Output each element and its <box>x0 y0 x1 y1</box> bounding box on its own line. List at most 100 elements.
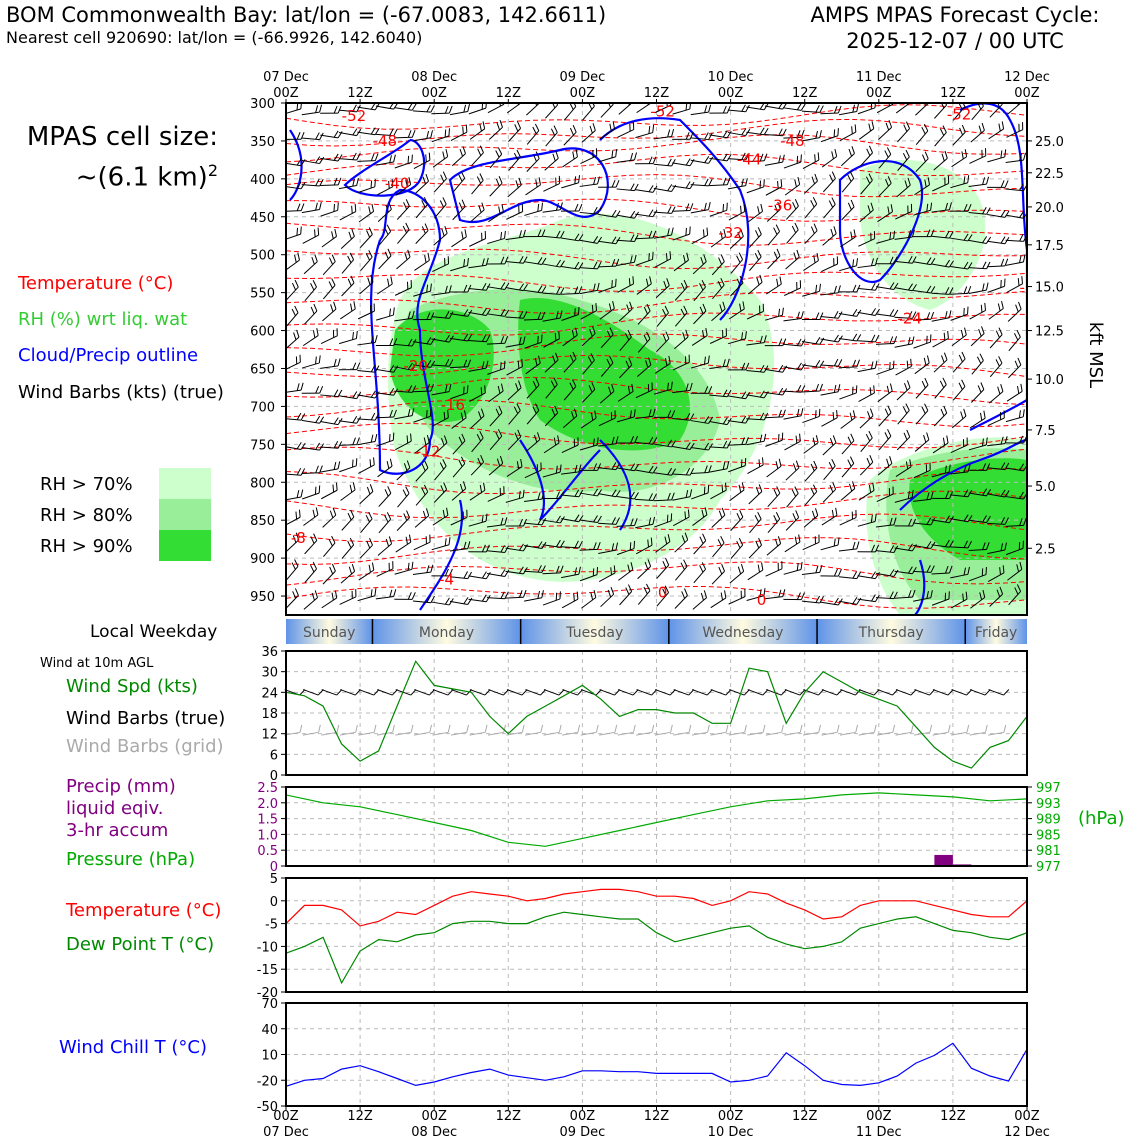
wind-barb-641 <box>303 507 319 526</box>
surface-barb-true <box>636 689 658 696</box>
pressure-tick-2: 400 <box>250 173 275 188</box>
wind-barb-564 <box>358 457 375 474</box>
wind-barb-293 <box>524 285 547 294</box>
wind-barb-421 <box>672 354 690 371</box>
wind-barb-518 <box>987 410 1005 426</box>
wind-barb-447 <box>412 383 435 393</box>
wind-barb-672 <box>876 517 897 528</box>
wind-barb-775 <box>561 591 579 609</box>
wind-barb-448 <box>431 384 452 396</box>
precip-ytick-0: 0 <box>270 860 278 875</box>
surface-barb-true <box>932 689 954 696</box>
wind-barb-687 <box>413 534 431 551</box>
wind-barb-216 <box>579 236 603 244</box>
wind-barb-177 <box>598 209 621 218</box>
wind-barb-8 <box>431 105 453 115</box>
wind-barb-431 <box>857 360 878 373</box>
station-title: BOM Commonwealth Bay: lat/lon = (-67.008… <box>6 3 607 27</box>
cloud-outline-5 <box>419 499 463 611</box>
dewpoint-line <box>285 911 1028 985</box>
wind-barb-133 <box>525 177 541 196</box>
wind-barb-593 <box>895 459 912 478</box>
wind-barb-327 <box>412 312 435 321</box>
temperature-contour-label-4: -48 <box>780 132 805 150</box>
wind-speed-ytick-2: 12 <box>261 728 278 743</box>
wind-barb-522 <box>320 440 343 449</box>
forecast-cycle-title: AMPS MPAS Forecast Cycle: 2025-12-07 / 0… <box>790 2 1120 54</box>
wind-barb-770 <box>468 594 491 603</box>
wind-speed-panel: 0 6 12 18 24 30 36 <box>261 645 1028 784</box>
top-hour-tick-3: 12Z <box>496 86 522 101</box>
wind-barb-476 <box>952 379 966 401</box>
wind-barb-486 <box>394 408 415 420</box>
wind-barb-722 <box>322 563 336 585</box>
wind-barb-48 <box>431 128 451 143</box>
wind-barb-249 <box>450 258 469 272</box>
surface-barb-true <box>710 689 732 696</box>
wind-barb-59 <box>635 124 655 139</box>
wind-barb-277 <box>968 261 991 270</box>
pressure-ytick-2: 985 <box>1036 828 1061 843</box>
wind-barb-752 <box>876 569 899 577</box>
wind-barb-164 <box>358 203 375 223</box>
wind-barb-666 <box>767 512 781 534</box>
wind-barb-629 <box>822 482 837 503</box>
wind-barb-718 <box>987 542 1007 555</box>
wind-barb-261 <box>673 252 689 272</box>
weekday-label-0: Sunday <box>303 625 355 641</box>
wind-barb-651 <box>486 517 508 528</box>
wind-barb-703 <box>712 535 725 558</box>
temperature-ytick-4: 0 <box>270 895 278 910</box>
wind-barb-195 <box>931 202 952 213</box>
wind-barb-404 <box>357 364 380 373</box>
wind-barb-355 <box>931 310 952 322</box>
wind-barb-686 <box>395 534 412 553</box>
wind-barb-515 <box>933 405 948 427</box>
wind-barb-278 <box>987 258 1009 268</box>
wind-barb-53 <box>526 123 540 145</box>
wind-barb-185 <box>747 203 764 223</box>
temperature-contour-label-3: -52 <box>650 103 675 121</box>
wind-barb-274 <box>913 257 936 266</box>
wind-barb-251 <box>486 256 509 265</box>
temperature-contour-label-7: -32 <box>718 224 743 242</box>
surface-barb-grid <box>932 724 951 736</box>
wind-barb-783 <box>710 590 727 609</box>
wind-barb-700 <box>655 534 671 553</box>
temperature-contour-label-9: -24 <box>897 310 922 328</box>
temperature-contour-label-15: -4 <box>439 571 454 589</box>
surface-barb-grid <box>802 724 822 736</box>
wind-barb-70 <box>839 124 857 141</box>
wind-barb-279 <box>1005 254 1026 266</box>
wind-barb-682 <box>323 535 336 558</box>
surface-barb-grid <box>839 724 859 736</box>
pressure-ytick-1: 981 <box>1036 844 1061 859</box>
cell-size-line2: ~(6.1 km)2 <box>20 154 218 195</box>
wind-barb-435 <box>933 352 948 373</box>
surface-barb-grid <box>988 724 1007 736</box>
wind-barb-795 <box>931 591 950 606</box>
wind-barb-499 <box>635 408 656 420</box>
surface-barb-true <box>543 689 565 696</box>
surface-barb-true <box>969 689 991 696</box>
wind-barb-585 <box>747 457 764 475</box>
wind-barb-549 <box>822 435 837 456</box>
wind-barb-263 <box>711 254 725 276</box>
wind-barb-483 <box>338 415 362 424</box>
wind-barb-117 <box>969 148 987 164</box>
wind-barb-773 <box>524 590 544 602</box>
wind-barb-438 <box>989 356 1003 378</box>
wind-barb-242 <box>322 254 336 276</box>
wind-barb-613 <box>524 491 545 502</box>
surface-barb-grid <box>506 724 525 736</box>
wind-barb-248 <box>432 256 450 273</box>
wind-barb-796 <box>950 591 968 609</box>
wind-barb-310 <box>838 284 861 293</box>
wind-barb-604 <box>359 484 374 505</box>
wind-barb-607 <box>415 484 429 506</box>
temperature-contour-16 <box>286 446 1027 470</box>
wind-barb-232 <box>876 230 896 244</box>
wind-barb-191 <box>859 202 874 223</box>
wind-barb-508 <box>802 408 821 424</box>
wind-barb-56 <box>581 123 596 143</box>
